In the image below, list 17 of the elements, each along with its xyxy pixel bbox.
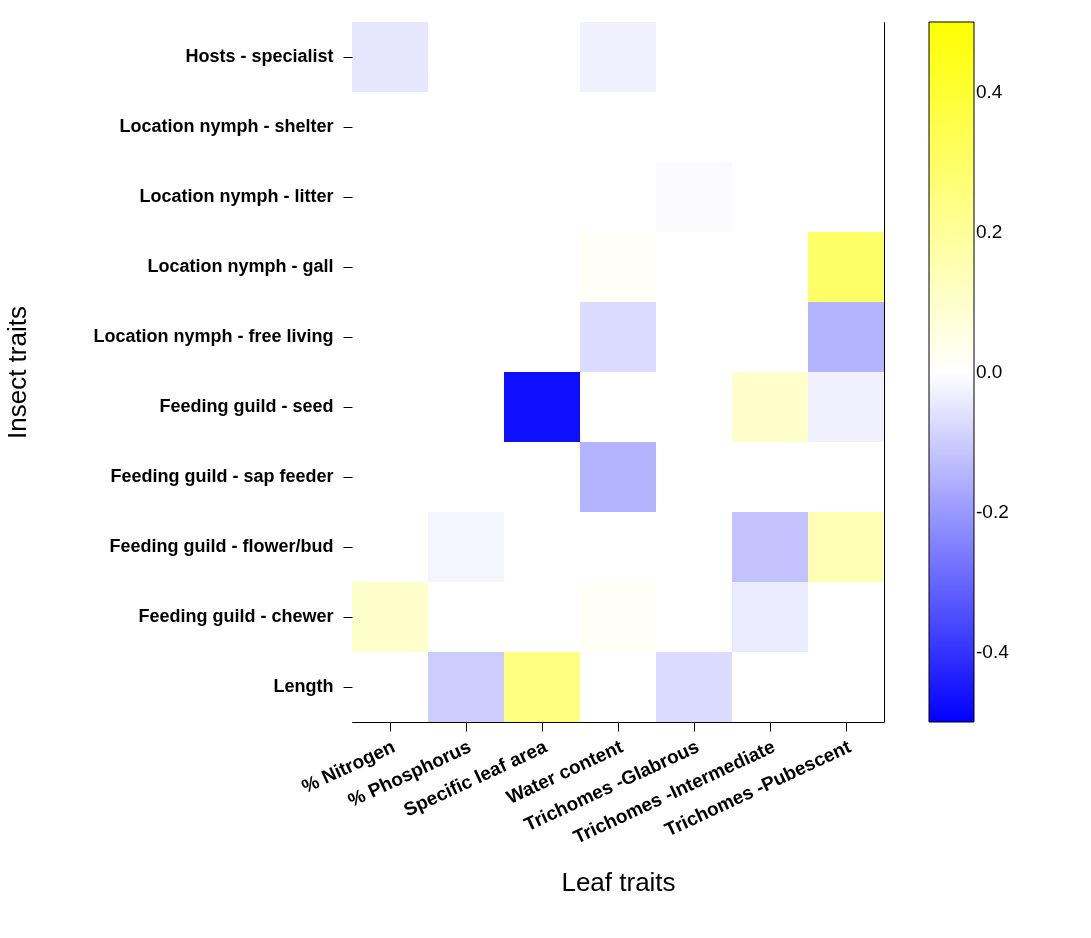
color-bar-label: -0.4 — [976, 641, 1010, 662]
y-tick-label: Hosts - specialist — [185, 46, 334, 66]
color-bar-label: -0.2 — [976, 501, 1009, 522]
y-tick-label: Location nymph - gall — [147, 256, 334, 276]
y-tick-label: Length — [273, 676, 334, 696]
y-tick-label: Location nymph - shelter — [119, 116, 334, 136]
color-bar-label: 0.2 — [976, 221, 1003, 242]
y-tick-label: Feeding guild - chewer — [138, 606, 334, 626]
y-tick-label: Feeding guild - seed — [159, 396, 334, 416]
color-bar-label: 0.4 — [976, 81, 1003, 102]
y-tick-label: Feeding guild - sap feeder — [110, 466, 334, 486]
y-tick-label: Location nymph - litter — [139, 186, 334, 206]
x-axis-title: Leaf traits — [561, 866, 676, 897]
color-bar-label: 0.0 — [976, 361, 1003, 382]
y-axis-title: Insect traits — [1, 306, 32, 439]
y-tick-label: Location nymph - free living — [93, 326, 334, 346]
y-tick-label: Feeding guild - flower/bud — [109, 536, 334, 556]
